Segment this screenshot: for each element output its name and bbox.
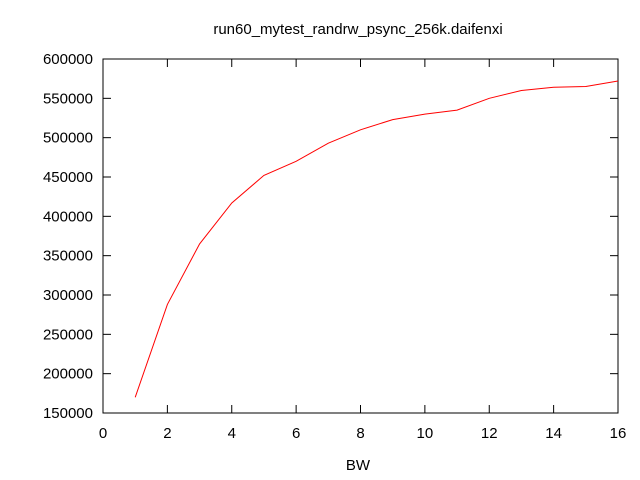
x-tick-label: 16 [610, 425, 627, 442]
x-tick-label: 14 [545, 425, 562, 442]
x-tick-label: 12 [481, 425, 498, 442]
x-tick-label: 2 [163, 425, 171, 442]
y-tick-label: 350000 [43, 248, 93, 265]
y-axis: 150000 200000 250000 300000 350000 400000 4500… [43, 51, 618, 422]
x-axis: 0 2 4 6 8 10 12 14 16 [99, 59, 627, 442]
series-line-0 [134, 80, 619, 398]
y-tick-label: 500000 [43, 130, 93, 147]
x-axis-label: BW [346, 457, 371, 474]
series-layer [134, 80, 619, 398]
y-tick-label: 600000 [43, 51, 93, 68]
x-tick-label: 6 [292, 425, 300, 442]
y-tick-label: 450000 [43, 169, 93, 186]
chart-title: run60_mytest_randrw_psync_256k.daifenxi [213, 21, 502, 38]
y-tick-label: 400000 [43, 208, 93, 225]
plot-frame [102, 58, 619, 414]
x-tick-label: 10 [417, 425, 434, 442]
x-tick-label: 4 [228, 425, 236, 442]
y-tick-label: 200000 [43, 366, 93, 383]
y-tick-label: 150000 [43, 405, 93, 422]
x-tick-label: 8 [356, 425, 364, 442]
x-tick-label: 0 [99, 425, 107, 442]
y-tick-label: 300000 [43, 287, 93, 304]
y-tick-label: 550000 [43, 90, 93, 107]
y-tick-label: 250000 [43, 326, 93, 343]
